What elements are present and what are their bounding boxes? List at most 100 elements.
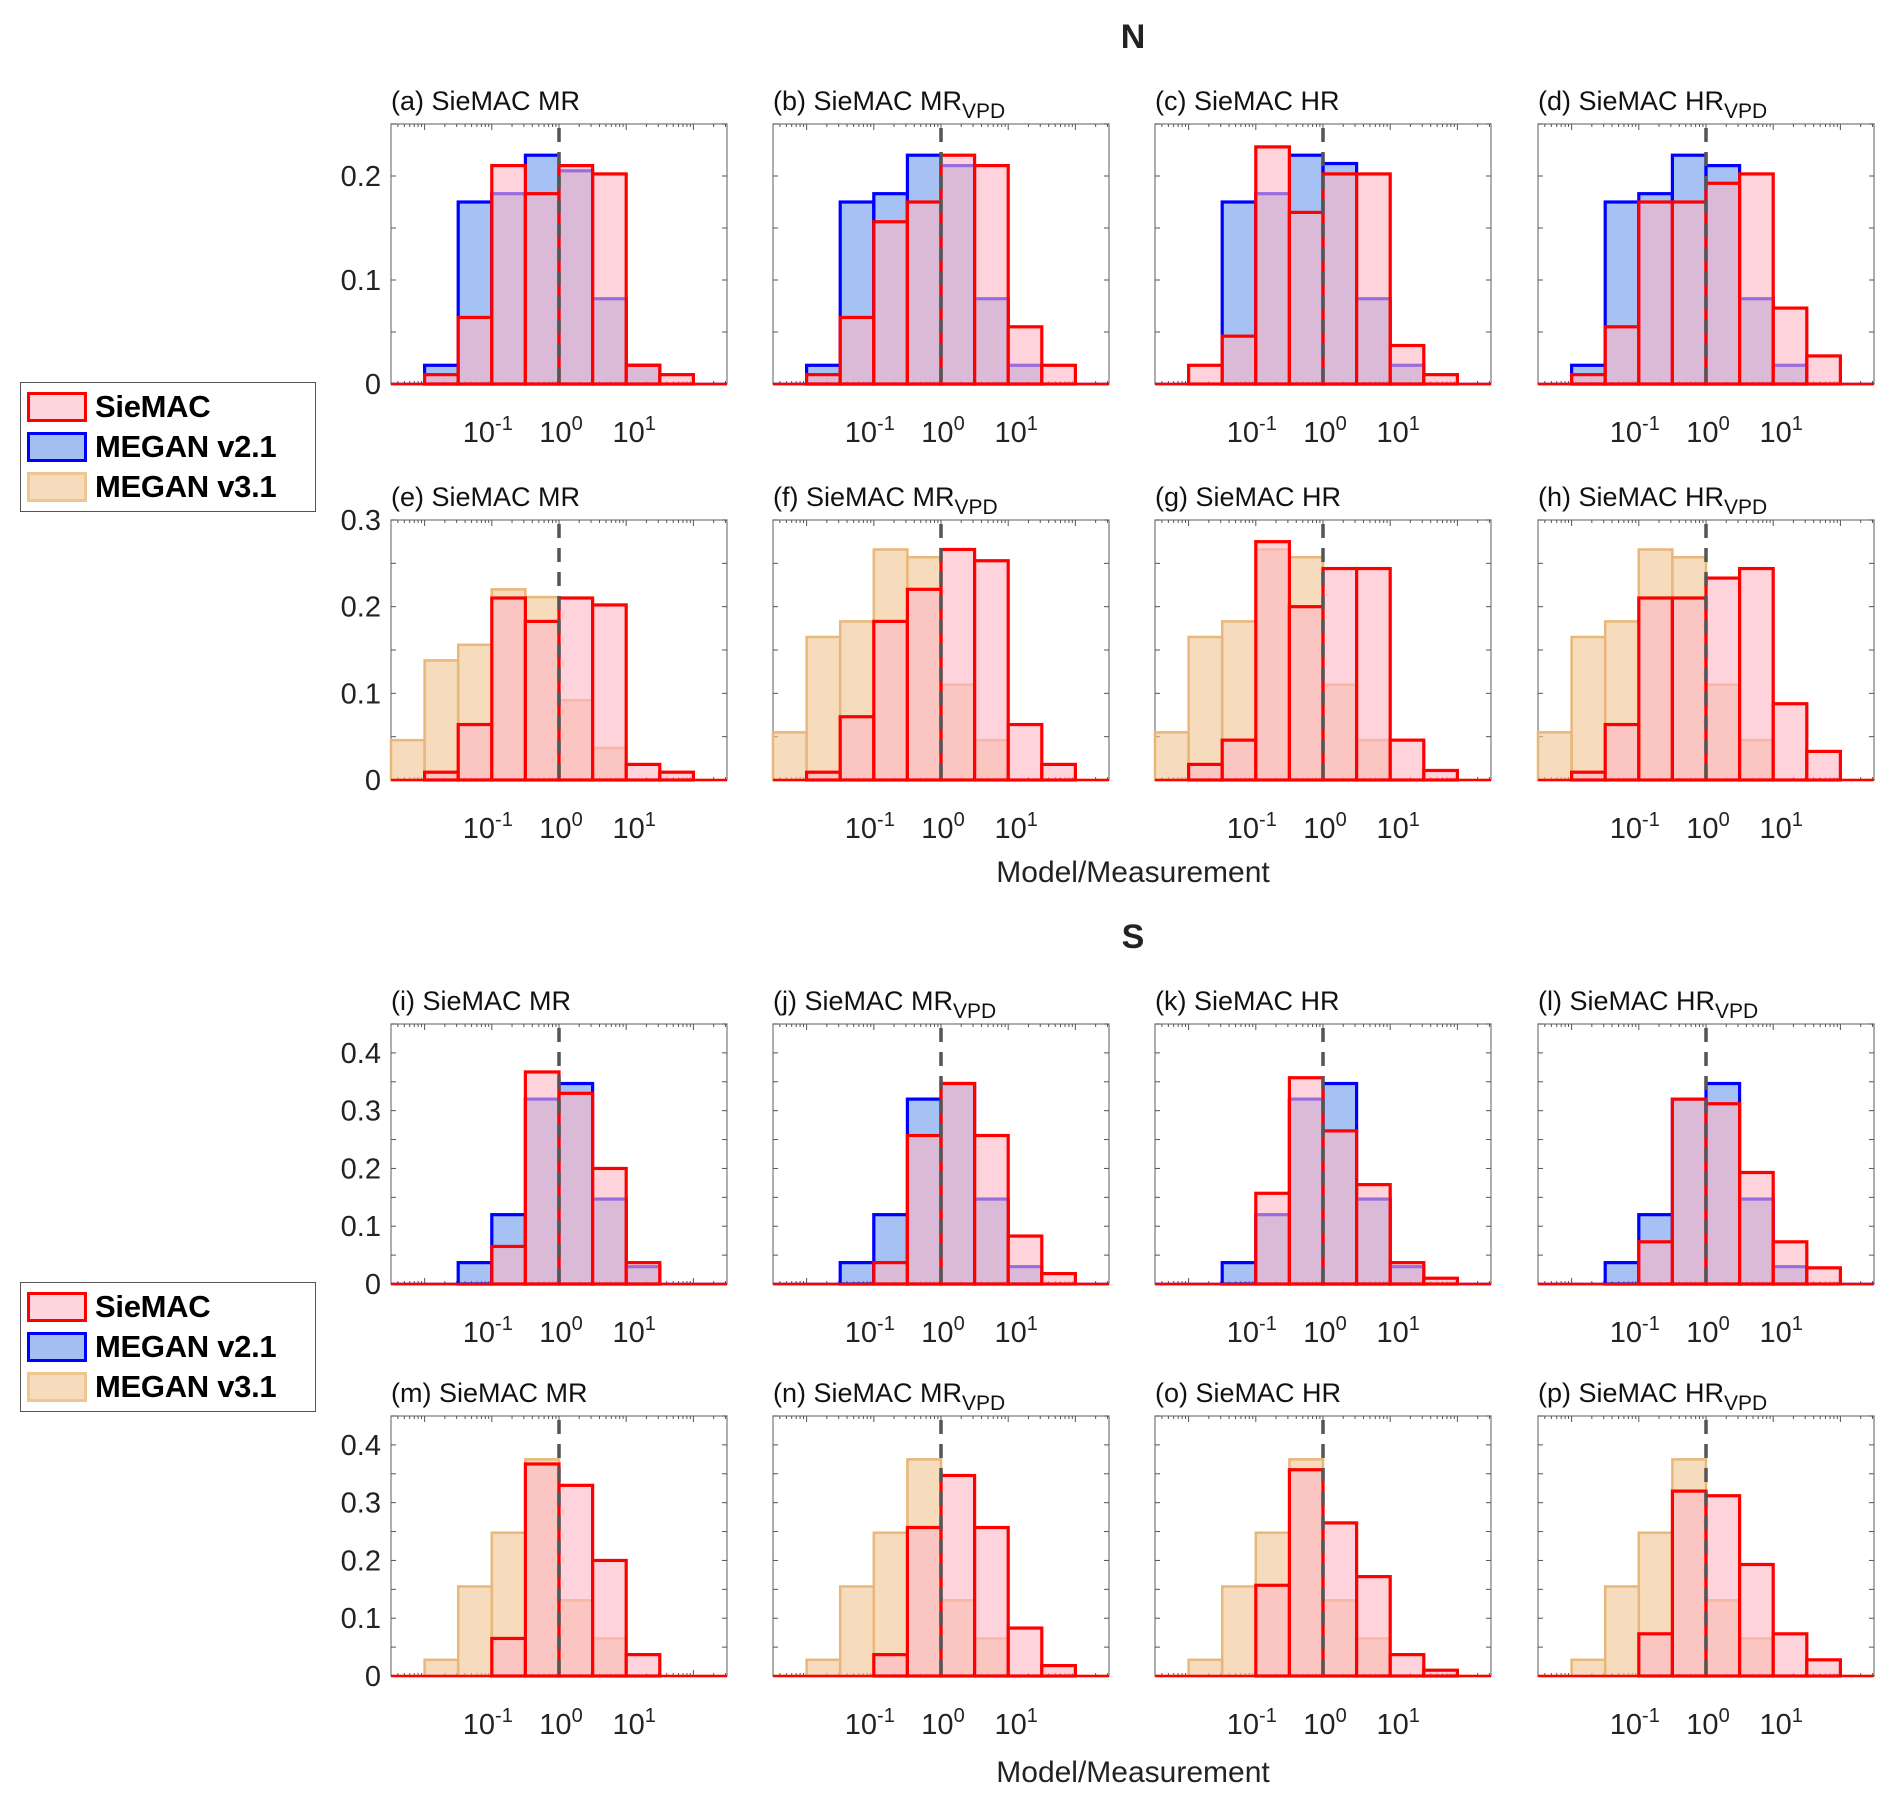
histogram-bar bbox=[1006, 1234, 1044, 1286]
histogram-bar bbox=[972, 1133, 1010, 1286]
x-tick-label: 101 bbox=[1760, 413, 1803, 449]
histogram-bar bbox=[972, 164, 1010, 386]
xlabel-north: Model/Measurement bbox=[996, 856, 1270, 889]
histogram-bar bbox=[1805, 354, 1843, 386]
series-siemac bbox=[773, 547, 1109, 782]
histogram-bar bbox=[771, 731, 808, 782]
histogram-bar bbox=[1040, 363, 1078, 386]
x-tick-label: 100 bbox=[1686, 1313, 1729, 1349]
panel-title: (l) SieMAC HRVPD bbox=[1538, 986, 1758, 1023]
histogram-bar bbox=[1153, 731, 1190, 782]
panel-title: (d) SieMAC HRVPD bbox=[1538, 86, 1767, 123]
histogram-bar bbox=[1388, 738, 1426, 782]
histogram-bar bbox=[838, 715, 876, 782]
histogram-bar bbox=[1737, 1170, 1775, 1286]
series-siemac bbox=[1538, 1489, 1874, 1678]
x-tick-label: 101 bbox=[1760, 809, 1803, 845]
series-siemac bbox=[391, 164, 727, 386]
x-tick-label: 10-1 bbox=[463, 809, 513, 845]
histogram-bar bbox=[1704, 1494, 1742, 1678]
series-siemac bbox=[773, 153, 1109, 386]
series-siemac bbox=[773, 1081, 1109, 1286]
x-tick-label: 100 bbox=[1303, 1313, 1346, 1349]
histogram-bar bbox=[523, 1462, 561, 1678]
panel-title: (k) SieMAC HR bbox=[1155, 986, 1340, 1016]
histogram-bar bbox=[1040, 1663, 1078, 1678]
histogram-bar bbox=[1670, 200, 1708, 386]
panel-g: (g) SieMAC HR 10-1 100 101 bbox=[1153, 482, 1492, 845]
histogram-bar bbox=[1388, 343, 1426, 386]
histogram-bar bbox=[1006, 1626, 1044, 1678]
x-tick-label: 10-1 bbox=[1610, 809, 1660, 845]
legend-label: MEGAN v3.1 bbox=[95, 1369, 277, 1404]
series-siemac bbox=[1155, 1468, 1491, 1678]
histogram-bar bbox=[1737, 1562, 1775, 1678]
histogram-bar bbox=[1805, 1658, 1843, 1678]
histogram-bar bbox=[1254, 1583, 1292, 1678]
y-tick-label: 0.2 bbox=[341, 161, 381, 193]
histogram-bar bbox=[1354, 1575, 1392, 1678]
histogram-bar bbox=[1354, 172, 1392, 386]
x-tick-label: 101 bbox=[1760, 1705, 1803, 1741]
x-tick-label: 10-1 bbox=[845, 809, 895, 845]
x-tick-label: 101 bbox=[1760, 1313, 1803, 1349]
histogram-bar bbox=[1321, 1521, 1359, 1678]
histogram-bar bbox=[939, 547, 977, 782]
histogram-bar bbox=[389, 738, 426, 782]
legend-swatch-megan21 bbox=[27, 432, 87, 462]
y-tick-label: 0.1 bbox=[341, 265, 381, 297]
histogram-bar bbox=[1321, 566, 1359, 782]
panel-title: (g) SieMAC HR bbox=[1155, 482, 1341, 512]
histogram-bar bbox=[624, 363, 662, 386]
histogram-bar bbox=[972, 559, 1010, 782]
histogram-bar bbox=[905, 200, 943, 386]
histogram-bar bbox=[1388, 1653, 1426, 1678]
histogram-bar bbox=[557, 596, 595, 782]
series-siemac bbox=[1155, 540, 1491, 782]
x-tick-label: 100 bbox=[539, 413, 582, 449]
panel-i: (i) SieMAC MR 0 0.1 0.2 0.3 0.4 10-1 100 101 bbox=[341, 986, 728, 1349]
panel-title: (p) SieMAC HRVPD bbox=[1538, 1378, 1767, 1415]
histogram-bar bbox=[1737, 566, 1775, 782]
legend-item-megan21: MEGAN v2.1 bbox=[21, 1327, 315, 1367]
histogram-bar bbox=[490, 1636, 527, 1678]
histogram-bar bbox=[1287, 210, 1325, 386]
y-tick-label: 0.2 bbox=[341, 1153, 381, 1185]
histogram-bar bbox=[804, 373, 842, 386]
histogram-bar bbox=[590, 603, 628, 782]
series-siemac bbox=[1538, 172, 1874, 386]
panel-k: (k) SieMAC HR 10-1 100 101 bbox=[1154, 986, 1492, 1349]
histogram-bar bbox=[1603, 325, 1641, 386]
y-tick-label: 0.1 bbox=[341, 1211, 381, 1243]
histogram-bar bbox=[1220, 1585, 1258, 1678]
x-tick-label: 10-1 bbox=[1227, 413, 1277, 449]
histogram-bar bbox=[456, 1261, 494, 1286]
histogram-bar bbox=[423, 1658, 460, 1678]
histogram-bar bbox=[1637, 200, 1675, 386]
histogram-bar bbox=[1220, 1261, 1258, 1286]
y-tick-label: 0.2 bbox=[341, 592, 381, 624]
histogram-bar bbox=[1603, 722, 1641, 782]
histogram-bar bbox=[557, 1483, 595, 1678]
histogram-bar bbox=[805, 635, 842, 782]
histogram-bar bbox=[590, 1166, 628, 1286]
histogram-bar bbox=[1354, 566, 1392, 782]
histogram-bar bbox=[872, 1261, 909, 1286]
histogram-bar bbox=[1040, 1271, 1078, 1286]
histogram-bar bbox=[1637, 596, 1675, 782]
panel-a: (a) SieMAC MR 0 0.1 0.2 10-1 100 101 bbox=[341, 86, 728, 449]
x-tick-label: 100 bbox=[539, 1705, 582, 1741]
histogram-bar bbox=[1637, 1632, 1675, 1678]
histogram-bar bbox=[1321, 1129, 1359, 1286]
x-tick-label: 10-1 bbox=[845, 1705, 895, 1741]
histogram-bar bbox=[658, 373, 695, 386]
histogram-bar bbox=[1603, 1585, 1641, 1678]
x-tick-label: 101 bbox=[995, 809, 1038, 845]
histogram-bar bbox=[972, 1525, 1010, 1678]
panel-l: (l) SieMAC HRVPD 10-1 100 101 bbox=[1537, 986, 1875, 1349]
histogram-bar bbox=[624, 1653, 662, 1678]
series-siemac bbox=[391, 596, 727, 782]
panel-b: (b) SieMAC MRVPD 10-1 100 101 bbox=[772, 86, 1110, 449]
panel-title: (o) SieMAC HR bbox=[1155, 1378, 1341, 1408]
